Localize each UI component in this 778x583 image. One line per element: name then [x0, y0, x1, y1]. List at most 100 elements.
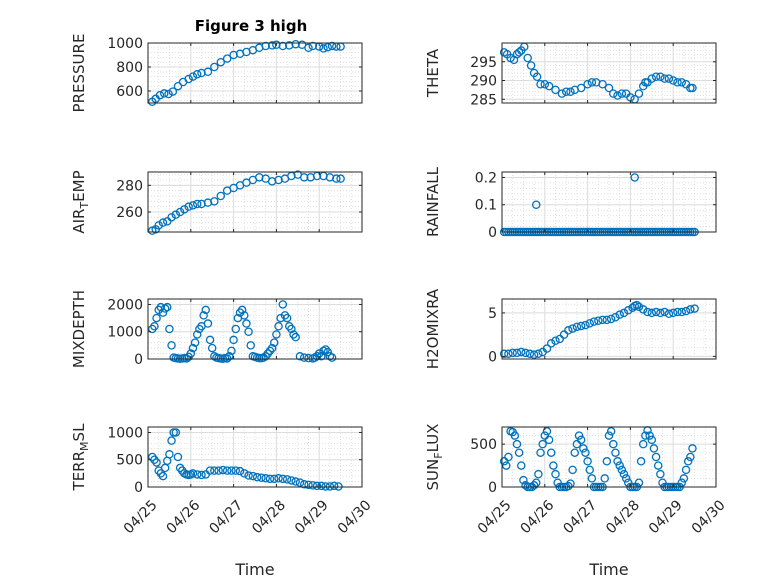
- terr_msl-y-tick-label: 500: [116, 453, 143, 469]
- mixdepth-marker: [158, 308, 168, 317]
- sun_flux-marker: [551, 469, 560, 479]
- terr_msl-marker: [321, 482, 330, 491]
- air_temp-marker: [299, 173, 309, 182]
- mixdepth-marker: [165, 324, 174, 334]
- mixdepth-marker: [270, 338, 279, 347]
- air_temp-marker: [184, 202, 193, 211]
- sun_flux-marker: [540, 431, 550, 440]
- sun_flux-marker: [651, 452, 661, 462]
- theta-marker: [536, 80, 545, 89]
- mixdepth-marker: [237, 305, 247, 315]
- sun_flux-marker: [617, 465, 627, 475]
- air_temp-marker: [332, 174, 341, 183]
- sun_flux-marker: [564, 481, 573, 491]
- mixdepth-marker: [227, 346, 236, 356]
- terr_msl-marker: [173, 452, 183, 462]
- theta-marker: [557, 89, 567, 98]
- rainfall-y-tick-label: 0.1: [475, 198, 497, 214]
- terr_msl-marker: [205, 466, 215, 475]
- sun_flux-marker: [677, 478, 687, 487]
- mixdepth-marker: [229, 335, 238, 345]
- terr_msl-marker: [261, 474, 270, 483]
- sun_flux-marker: [514, 448, 524, 457]
- sun_flux-marker: [536, 448, 545, 457]
- air_temp-marker: [180, 205, 189, 214]
- h2omixra-marker: [664, 309, 674, 319]
- air_temp-marker: [188, 201, 198, 210]
- mixdepth-marker: [267, 343, 277, 353]
- sun_flux-marker: [587, 474, 597, 483]
- pressure-marker: [168, 87, 178, 96]
- theta-marker: [617, 89, 627, 98]
- sun_flux-marker: [681, 465, 691, 475]
- h2omixra-marker: [602, 315, 612, 325]
- theta-axes-box: [501, 42, 717, 104]
- pressure-marker: [188, 72, 198, 81]
- sun_flux-marker: [609, 439, 618, 449]
- air_temp-marker: [210, 197, 219, 206]
- h2omixra-marker: [686, 305, 695, 314]
- subplot-pressure: 600 800 1000 PRESSURE: [70, 34, 363, 112]
- theta-marker: [647, 74, 657, 83]
- mixdepth-y-tick-label: 0: [134, 352, 143, 368]
- sun_flux-marker: [621, 474, 631, 483]
- mixdepth-marker: [150, 322, 159, 331]
- pressure-marker: [210, 62, 219, 72]
- rainfall-marker: [531, 200, 541, 209]
- mixdepth-marker: [222, 354, 232, 363]
- subplot-air_temp: 260 280 AIRTEMP: [70, 170, 363, 235]
- terr_msl-y-tick-label: 0: [134, 480, 143, 496]
- air_temp-marker: [167, 213, 176, 222]
- mixdepth-marker: [205, 335, 215, 345]
- pressure-marker: [319, 44, 328, 53]
- sun_flux-marker: [649, 444, 659, 453]
- theta-marker: [604, 83, 614, 93]
- air_temp-marker: [154, 221, 163, 230]
- theta-marker: [673, 78, 682, 87]
- mixdepth-axes-box: [147, 298, 363, 360]
- sun_flux-marker: [581, 448, 590, 457]
- terr_msl-marker: [287, 476, 296, 485]
- pressure-marker: [261, 41, 270, 51]
- sun_flux-marker: [542, 427, 552, 436]
- sun_flux-marker: [502, 461, 511, 470]
- h2omixra-marker: [673, 307, 682, 317]
- mixdepth-marker: [152, 313, 161, 323]
- terr_msl-marker: [218, 465, 228, 475]
- mixdepth-marker: [192, 330, 202, 339]
- h2omixra-marker: [681, 306, 691, 316]
- h2omixra-marker: [581, 320, 590, 330]
- h2omixra-marker: [534, 349, 543, 359]
- h2omixra-marker: [521, 348, 530, 358]
- mixdepth-marker: [240, 311, 249, 320]
- sun_flux-marker: [519, 475, 528, 485]
- terr_msl-marker: [167, 436, 176, 445]
- sun_flux-marker: [574, 431, 584, 440]
- terr_msl-y-tick-label: 1000: [107, 425, 143, 441]
- theta-y-tick-label: 290: [470, 74, 497, 90]
- mixdepth-marker: [207, 343, 217, 353]
- sun_flux-marker: [600, 474, 609, 483]
- sun_flux-marker: [615, 461, 624, 470]
- sun_flux-marker: [568, 465, 577, 475]
- h2omixra-marker: [572, 322, 582, 332]
- air_temp-y-axis-label: AIRTEMP: [70, 170, 91, 233]
- h2omixra-marker: [668, 308, 678, 318]
- air_temp-marker: [175, 207, 185, 217]
- mixdepth-marker: [291, 332, 300, 342]
- h2omixra-marker: [611, 313, 620, 322]
- sun_flux-marker: [634, 478, 644, 487]
- sun_flux-marker: [606, 427, 616, 436]
- sun_flux-marker: [686, 452, 695, 462]
- mixdepth-marker: [327, 353, 337, 362]
- h2omixra-marker: [651, 307, 661, 317]
- mixdepth-marker: [319, 346, 328, 356]
- terr_msl-marker: [274, 474, 283, 483]
- subplot-mixdepth: 0 1000 2000 MIXDEPTH: [70, 290, 363, 368]
- air_temp-marker: [171, 210, 181, 219]
- h2omixra-y-axis-label: H2OMIXRA: [424, 288, 442, 369]
- terr_msl-marker: [235, 466, 245, 476]
- mixdepth-marker: [274, 322, 283, 331]
- h2omixra-marker: [634, 302, 644, 312]
- sun_flux-marker: [529, 481, 539, 490]
